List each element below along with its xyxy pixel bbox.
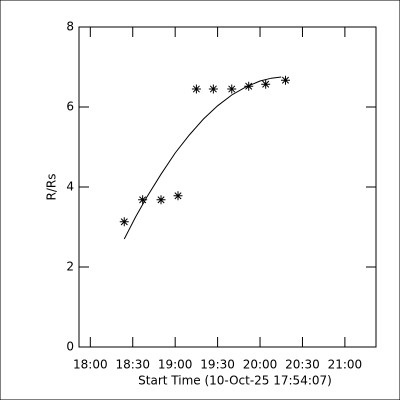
y-tick-label: 8	[66, 20, 74, 34]
data-point	[208, 84, 218, 94]
y-tick-label: 2	[66, 260, 74, 274]
x-tick-label: 19:30	[200, 358, 235, 372]
x-tick-label: 18:30	[115, 358, 150, 372]
y-axis-label: R/Rs	[45, 174, 59, 201]
data-point	[280, 75, 290, 85]
data-point	[261, 79, 271, 89]
y-tick-label: 6	[66, 100, 74, 114]
y-tick-label: 4	[66, 180, 74, 194]
x-tick-label: 20:00	[243, 358, 278, 372]
x-tick-label: 20:30	[285, 358, 320, 372]
data-point	[156, 195, 166, 205]
data-point	[138, 195, 148, 205]
x-axis-label: Start Time (10-Oct-25 17:54:07)	[138, 374, 332, 388]
data-point	[173, 191, 183, 201]
data-point	[244, 81, 254, 91]
x-tick-label: 18:00	[73, 358, 108, 372]
data-point	[191, 84, 201, 94]
x-tick-label: 21:00	[328, 358, 363, 372]
fit-line	[123, 76, 282, 240]
y-tick-label: 0	[66, 340, 74, 354]
x-tick-label: 19:00	[158, 358, 193, 372]
data-point	[119, 217, 129, 227]
data-point	[227, 84, 237, 94]
